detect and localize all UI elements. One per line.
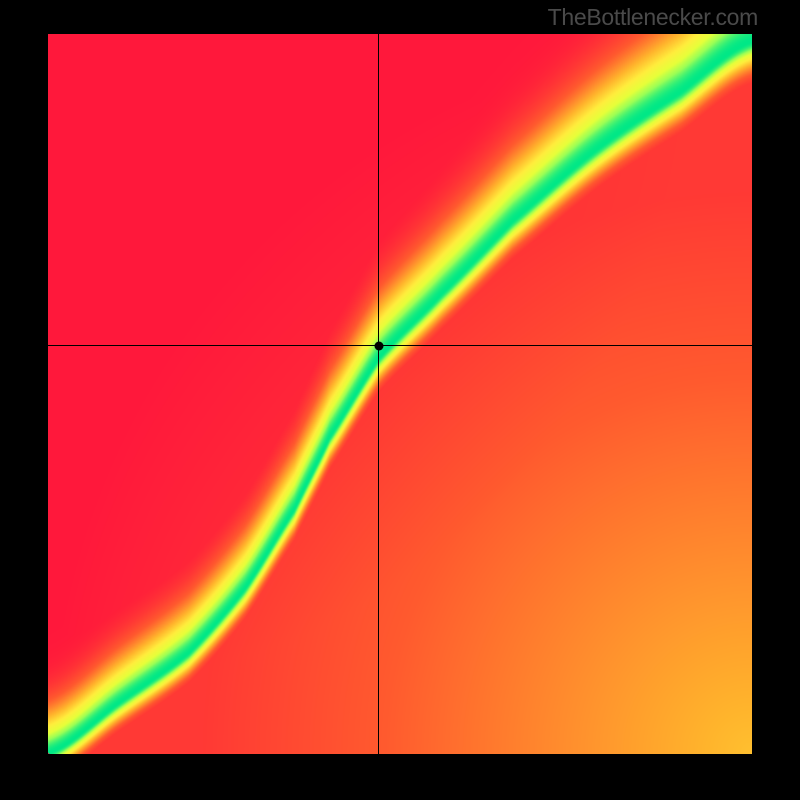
crosshair-vertical	[378, 34, 379, 754]
crosshair-horizontal	[48, 345, 752, 346]
heatmap-canvas	[48, 34, 752, 754]
watermark-text: TheBottlenecker.com	[548, 4, 758, 31]
crosshair-dot	[374, 341, 383, 350]
heatmap-plot	[48, 34, 752, 754]
